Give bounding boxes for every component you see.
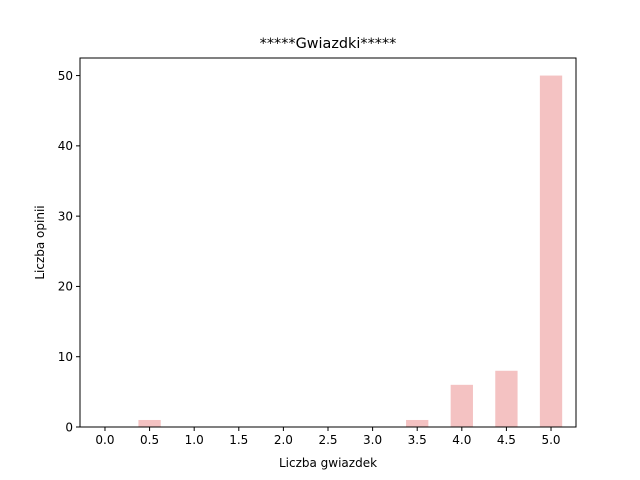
x-tick-label: 5.0 bbox=[541, 433, 560, 447]
bar-0.5 bbox=[138, 419, 161, 427]
y-tick-label: 20 bbox=[58, 280, 73, 294]
x-tick-label: 1.5 bbox=[229, 433, 248, 447]
x-ticks-group: 0.0 0.5 1.0 1.5 2.0 2.5 3.0 3.5 4.0 4.5 5.0 bbox=[95, 427, 561, 447]
bar-5.0 bbox=[539, 75, 563, 428]
y-ticks-group: 0 10 20 30 40 50 bbox=[58, 69, 80, 434]
bar-4.5 bbox=[495, 370, 518, 427]
x-tick-label: 1.0 bbox=[185, 433, 204, 447]
plot-frame bbox=[79, 57, 577, 428]
x-tick-label: 2.0 bbox=[274, 433, 293, 447]
chart-title: *****Gwiazdki***** bbox=[260, 36, 397, 52]
x-tick-label: 4.5 bbox=[497, 433, 516, 447]
y-tick-label: 40 bbox=[58, 139, 73, 153]
x-tick-label: 3.5 bbox=[408, 433, 427, 447]
bar-4.0 bbox=[450, 384, 473, 427]
x-axis-label: Liczba gwiazdek bbox=[279, 456, 377, 470]
y-tick-label: 0 bbox=[65, 420, 73, 434]
x-tick-label: 4.0 bbox=[452, 433, 471, 447]
x-tick-label: 3.0 bbox=[363, 433, 382, 447]
x-tick-label: 0.5 bbox=[140, 433, 159, 447]
x-tick-label: 2.5 bbox=[318, 433, 337, 447]
x-tick-label: 0.0 bbox=[95, 433, 114, 447]
bars-group bbox=[138, 75, 563, 428]
y-axis-label: Liczba opinii bbox=[33, 205, 47, 279]
y-tick-label: 50 bbox=[58, 69, 73, 83]
bar-3.5 bbox=[406, 419, 429, 427]
y-tick-label: 10 bbox=[58, 350, 73, 364]
y-tick-label: 30 bbox=[58, 209, 73, 223]
